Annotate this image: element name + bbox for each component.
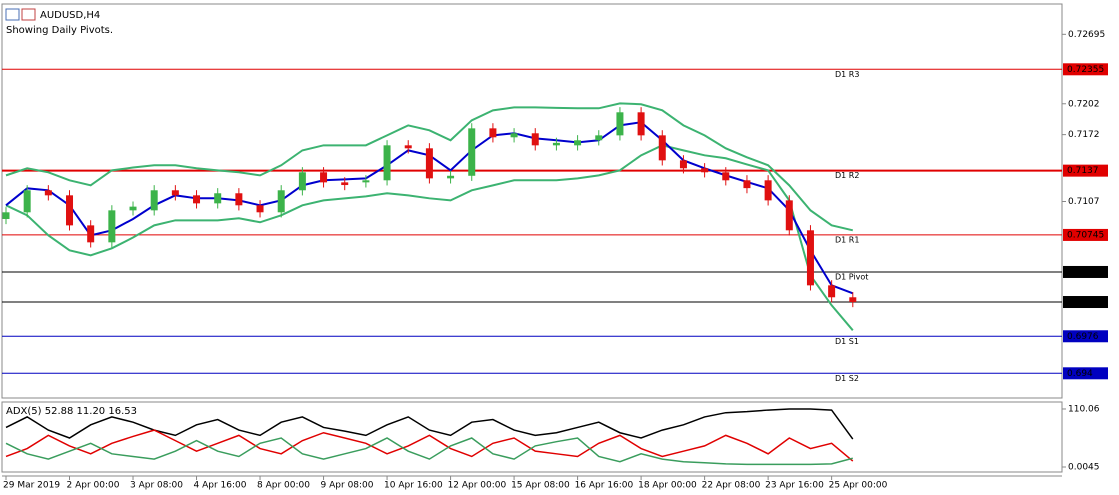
price-box xyxy=(1063,228,1108,241)
price-box xyxy=(1063,164,1108,177)
x-tick-label: 29 Mar 2019 xyxy=(3,481,60,491)
indicator-line xyxy=(5,144,854,331)
candle-body xyxy=(362,180,370,183)
candle-body xyxy=(341,182,349,186)
adx-title: ADX(5) 52.88 11.20 16.53 xyxy=(6,406,137,417)
y-tick-label: 0.7172 xyxy=(1068,130,1100,140)
candle-body xyxy=(637,112,645,136)
candle-body xyxy=(129,206,137,211)
candle-body xyxy=(66,195,74,226)
price-box-label: 0.70093 xyxy=(1067,298,1104,308)
x-tick-label: 9 Apr 08:00 xyxy=(321,481,374,491)
pivot-label: D1 Pivot xyxy=(835,272,868,281)
candle-body xyxy=(785,200,793,231)
price-box-label: 0.694 xyxy=(1067,369,1093,379)
price-box-label: 0.70745 xyxy=(1067,230,1104,240)
candle-body xyxy=(531,133,539,146)
y-tick-label: 0.7107 xyxy=(1068,197,1100,207)
pivot-label: D1 R3 xyxy=(835,70,859,79)
pivot-label: D1 R1 xyxy=(835,235,859,244)
candle-body xyxy=(425,148,433,179)
price-box-label: 0.72355 xyxy=(1067,65,1104,75)
candle-body xyxy=(616,112,624,136)
candle-body xyxy=(256,205,264,213)
candle-body xyxy=(320,172,328,183)
price-box xyxy=(1063,63,1108,76)
candle-body xyxy=(2,212,10,219)
price-box-label: 0.70385 xyxy=(1067,267,1104,277)
candle-body xyxy=(277,190,285,213)
candle-body xyxy=(701,168,709,173)
candle-body xyxy=(489,128,497,138)
adx-line xyxy=(5,437,853,466)
chart-icon xyxy=(5,8,20,21)
x-tick-label: 10 Apr 16:00 xyxy=(384,481,443,491)
chart-icon xyxy=(21,8,36,21)
price-box-label: 0.6976 xyxy=(1067,332,1099,342)
candle-body xyxy=(171,190,179,196)
price-box xyxy=(1063,265,1108,278)
x-tick-label: 18 Apr 00:00 xyxy=(638,481,697,491)
x-tick-label: 3 Apr 08:00 xyxy=(130,481,183,491)
candle-body xyxy=(44,190,52,196)
pivot-label: D1 S2 xyxy=(835,374,859,383)
candle-body xyxy=(150,190,158,211)
y-tick-label: 0.7202 xyxy=(1068,99,1100,109)
candle-body xyxy=(87,225,95,243)
x-tick-label: 25 Apr 00:00 xyxy=(829,481,888,491)
price-box xyxy=(1063,296,1108,309)
candle-body xyxy=(806,230,814,286)
candle-body xyxy=(214,193,222,204)
adx-panel-frame xyxy=(1,401,1063,473)
candle-body xyxy=(595,135,603,141)
candle-body xyxy=(722,172,730,181)
candle-body xyxy=(383,145,391,181)
candle-body xyxy=(764,180,772,201)
y-tick-label: 0.72695 xyxy=(1068,30,1105,40)
x-tick-label: 4 Apr 16:00 xyxy=(194,481,247,491)
x-tick-label: 22 Apr 08:00 xyxy=(702,481,761,491)
candle-body xyxy=(108,210,116,243)
price-box xyxy=(1063,367,1108,380)
x-tick-label: 16 Apr 16:00 xyxy=(575,481,634,491)
x-tick-label: 12 Apr 00:00 xyxy=(448,481,507,491)
price-box xyxy=(1063,330,1108,343)
candle-body xyxy=(447,175,455,179)
candle-body xyxy=(23,190,31,213)
candle-body xyxy=(298,172,306,191)
candle-body xyxy=(679,160,687,169)
x-tick-label: 23 Apr 16:00 xyxy=(765,481,824,491)
x-tick-label: 15 Apr 08:00 xyxy=(511,481,570,491)
y-tick-label: 0.0045 xyxy=(1068,462,1100,472)
adx-line xyxy=(5,408,854,440)
candle-body xyxy=(193,195,201,204)
candle-body xyxy=(743,180,751,189)
pivot-label: D1 R2 xyxy=(835,171,859,180)
candle-body xyxy=(849,297,857,303)
indicator-line xyxy=(5,102,854,232)
symbol-title: AUDUSD,H4 xyxy=(40,10,100,21)
x-tick-label: 8 Apr 00:00 xyxy=(257,481,310,491)
candle-body xyxy=(404,145,412,149)
candle-body xyxy=(574,140,582,146)
candle-body xyxy=(468,128,476,176)
candle-body xyxy=(828,285,836,298)
candle-body xyxy=(658,135,666,161)
price-box-label: 0.7137 xyxy=(1067,166,1099,176)
pivot-label: D1 S1 xyxy=(835,337,859,346)
y-tick-label: 110.06 xyxy=(1068,404,1100,414)
candle-body xyxy=(510,133,518,138)
candle-body xyxy=(235,193,243,206)
adx-line xyxy=(5,429,854,462)
pivot-note: Showing Daily Pivots. xyxy=(6,25,113,36)
x-tick-label: 2 Apr 00:00 xyxy=(67,481,120,491)
candle-body xyxy=(552,142,560,146)
